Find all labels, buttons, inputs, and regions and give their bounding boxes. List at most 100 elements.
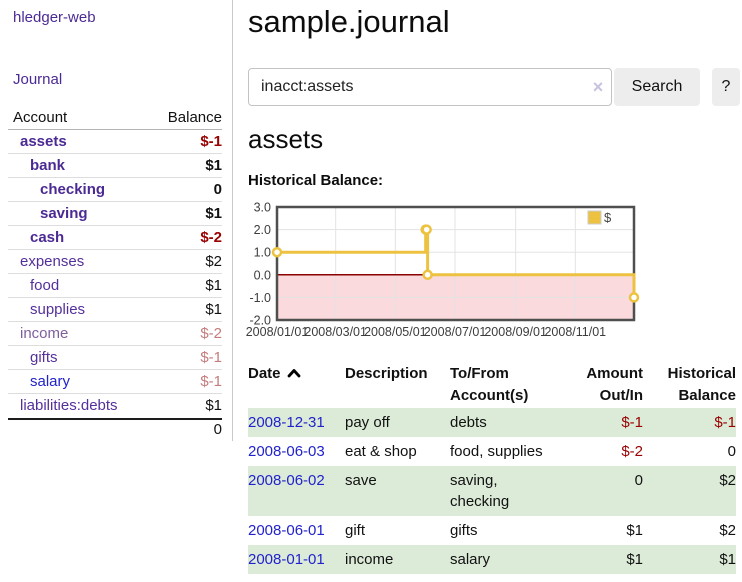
transaction-date-cell: 2008-01-01 — [248, 545, 345, 574]
transaction-amount: $-1 — [621, 414, 643, 431]
column-header-amount: Amount Out/In — [586, 365, 643, 404]
account-balance: $1 — [205, 204, 222, 222]
data-point — [628, 292, 640, 303]
transaction-balance: $2 — [719, 522, 736, 539]
sort-ascending-icon — [287, 369, 300, 378]
sidebar-account-list: assets $-1 bank $1 checking 0 saving $1 … — [0, 130, 232, 418]
y-tick-label: -1.0 — [249, 291, 271, 305]
transaction-amount: $-2 — [621, 443, 643, 460]
register-rows: 2008-12-31 pay off debts $-1 $-1 2008-06… — [248, 408, 736, 574]
transaction-amount: $1 — [626, 522, 643, 539]
sidebar-account-link[interactable]: assets — [20, 132, 67, 150]
transaction-date-cell: 2008-06-02 — [248, 466, 345, 516]
historical-balance-chart: $3.0 2.0 1.0 0.0 -1.0 -2.0 2008/01/01 2008/03/0… — [246, 201, 668, 343]
transaction-balance: $-1 — [714, 414, 736, 431]
account-balance: 0 — [213, 180, 222, 198]
sidebar-account-row: supplies $1 — [8, 298, 222, 322]
legend-swatch — [587, 210, 602, 225]
plot-border — [275, 205, 636, 322]
register-row: 2008-06-03 eat & shop food, supplies $-2… — [248, 437, 736, 466]
sidebar-account-row: cash $-2 — [8, 226, 222, 250]
sidebar-account-link[interactable]: salary — [30, 372, 71, 390]
search-input[interactable] — [248, 68, 612, 106]
sidebar-account-row: food $1 — [8, 274, 222, 298]
register-row: 2008-06-01 gift gifts $1 $2 — [248, 516, 736, 545]
x-tick-label: 2008/09/01 — [484, 325, 547, 339]
register-row: 2008-12-31 pay off debts $-1 $-1 — [248, 408, 736, 437]
sidebar-account-row: assets $-1 — [8, 130, 222, 154]
sidebar-item-journal[interactable]: Journal — [13, 71, 63, 88]
transaction-description: save — [345, 472, 377, 489]
account-balance: $-2 — [200, 324, 222, 342]
account-balance: $1 — [205, 276, 222, 294]
account-balance: $1 — [205, 397, 222, 414]
sidebar-account-link[interactable]: liabilities:debts — [20, 397, 118, 414]
sidebar-account-link[interactable]: cash — [30, 228, 65, 246]
main-content: sample.journal × Search ? assets Histori… — [246, 0, 742, 582]
sidebar-account-row: saving $1 — [8, 202, 222, 226]
account-balance: $1 — [205, 300, 222, 318]
account-balance: $-1 — [200, 132, 222, 150]
sidebar: hledger-web Journal Account Balance asse… — [0, 0, 233, 441]
transaction-date-cell: 2008-06-01 — [248, 516, 345, 545]
x-tick-label: 2008/11/01 — [544, 325, 606, 339]
transaction-accounts: debts — [450, 414, 487, 431]
account-balance: $-1 — [200, 372, 222, 390]
y-tick-label: 3.0 — [254, 201, 271, 215]
sidebar-account-link[interactable]: saving — [40, 204, 88, 222]
sidebar-account-link[interactable]: expenses — [20, 252, 85, 270]
transaction-description: eat & shop — [345, 443, 417, 460]
transaction-date-link[interactable]: 2008-06-01 — [248, 522, 325, 539]
sidebar-account-link[interactable]: checking — [40, 180, 106, 198]
transaction-date-link[interactable]: 2008-12-31 — [248, 414, 325, 431]
transaction-description: pay off — [345, 414, 390, 431]
clear-search-icon[interactable]: × — [592, 77, 604, 97]
y-tick-label: 1.0 — [254, 246, 271, 260]
register-row: 2008-01-01 income salary $1 $1 — [248, 545, 736, 574]
transaction-balance: $2 — [719, 472, 736, 489]
column-header-date[interactable]: Date — [248, 361, 345, 408]
sidebar-account-link[interactable]: gifts — [30, 348, 58, 366]
account-balance: $-2 — [200, 228, 222, 246]
account-balance: $-1 — [200, 348, 222, 366]
y-tick-label: 0.0 — [254, 268, 271, 282]
transaction-accounts: salary — [450, 551, 491, 568]
sidebar-account-link[interactable]: income — [20, 324, 69, 342]
transaction-accounts: food, supplies — [450, 443, 543, 460]
sidebar-account-row: checking 0 — [8, 178, 222, 202]
page-title: sample.journal — [248, 4, 450, 39]
help-button[interactable]: ? — [712, 68, 740, 106]
transaction-date-link[interactable]: 2008-06-02 — [248, 472, 325, 489]
transaction-date-link[interactable]: 2008-06-03 — [248, 443, 325, 460]
date-header-label: Date — [248, 365, 281, 382]
sidebar-account-link[interactable]: food — [30, 276, 60, 294]
transaction-date-link[interactable]: 2008-01-01 — [248, 551, 325, 568]
account-column-header: Account — [13, 108, 68, 126]
x-tick-label: 2008/07/01 — [424, 325, 487, 339]
data-point — [422, 269, 433, 281]
x-tick-label: 2008/01/01 — [246, 325, 309, 339]
transaction-amount: 0 — [634, 472, 643, 489]
chart-title: Historical Balance: — [248, 172, 384, 189]
search-button[interactable]: Search — [614, 68, 700, 106]
x-tick-label: 2008/03/01 — [304, 325, 367, 339]
sidebar-account-link[interactable]: bank — [30, 156, 66, 174]
sidebar-total-row: 0 — [8, 418, 222, 440]
account-balance: $1 — [205, 156, 222, 174]
column-header-balance: Historical Balance — [667, 365, 736, 404]
app-brand-link[interactable]: hledger-web — [13, 9, 96, 26]
transaction-balance: 0 — [727, 443, 736, 460]
transaction-description: income — [345, 551, 394, 568]
account-heading: assets — [248, 124, 324, 154]
transaction-date-cell: 2008-12-31 — [248, 408, 345, 437]
register-table: Date Description To/From Account(s) Amou… — [248, 361, 736, 574]
register-table-header: Date Description To/From Account(s) Amou… — [248, 361, 736, 408]
data-point — [271, 246, 283, 258]
register-row: 2008-06-02 save saving, checking 0 $2 — [248, 466, 736, 516]
sidebar-account-link[interactable]: supplies — [30, 300, 86, 318]
data-point — [421, 224, 432, 235]
y-tick-label: -2.0 — [249, 314, 271, 328]
account-balance: $2 — [205, 252, 222, 270]
transaction-date-cell: 2008-06-03 — [248, 437, 345, 466]
sidebar-account-row: liabilities:debts $1 — [8, 394, 222, 418]
